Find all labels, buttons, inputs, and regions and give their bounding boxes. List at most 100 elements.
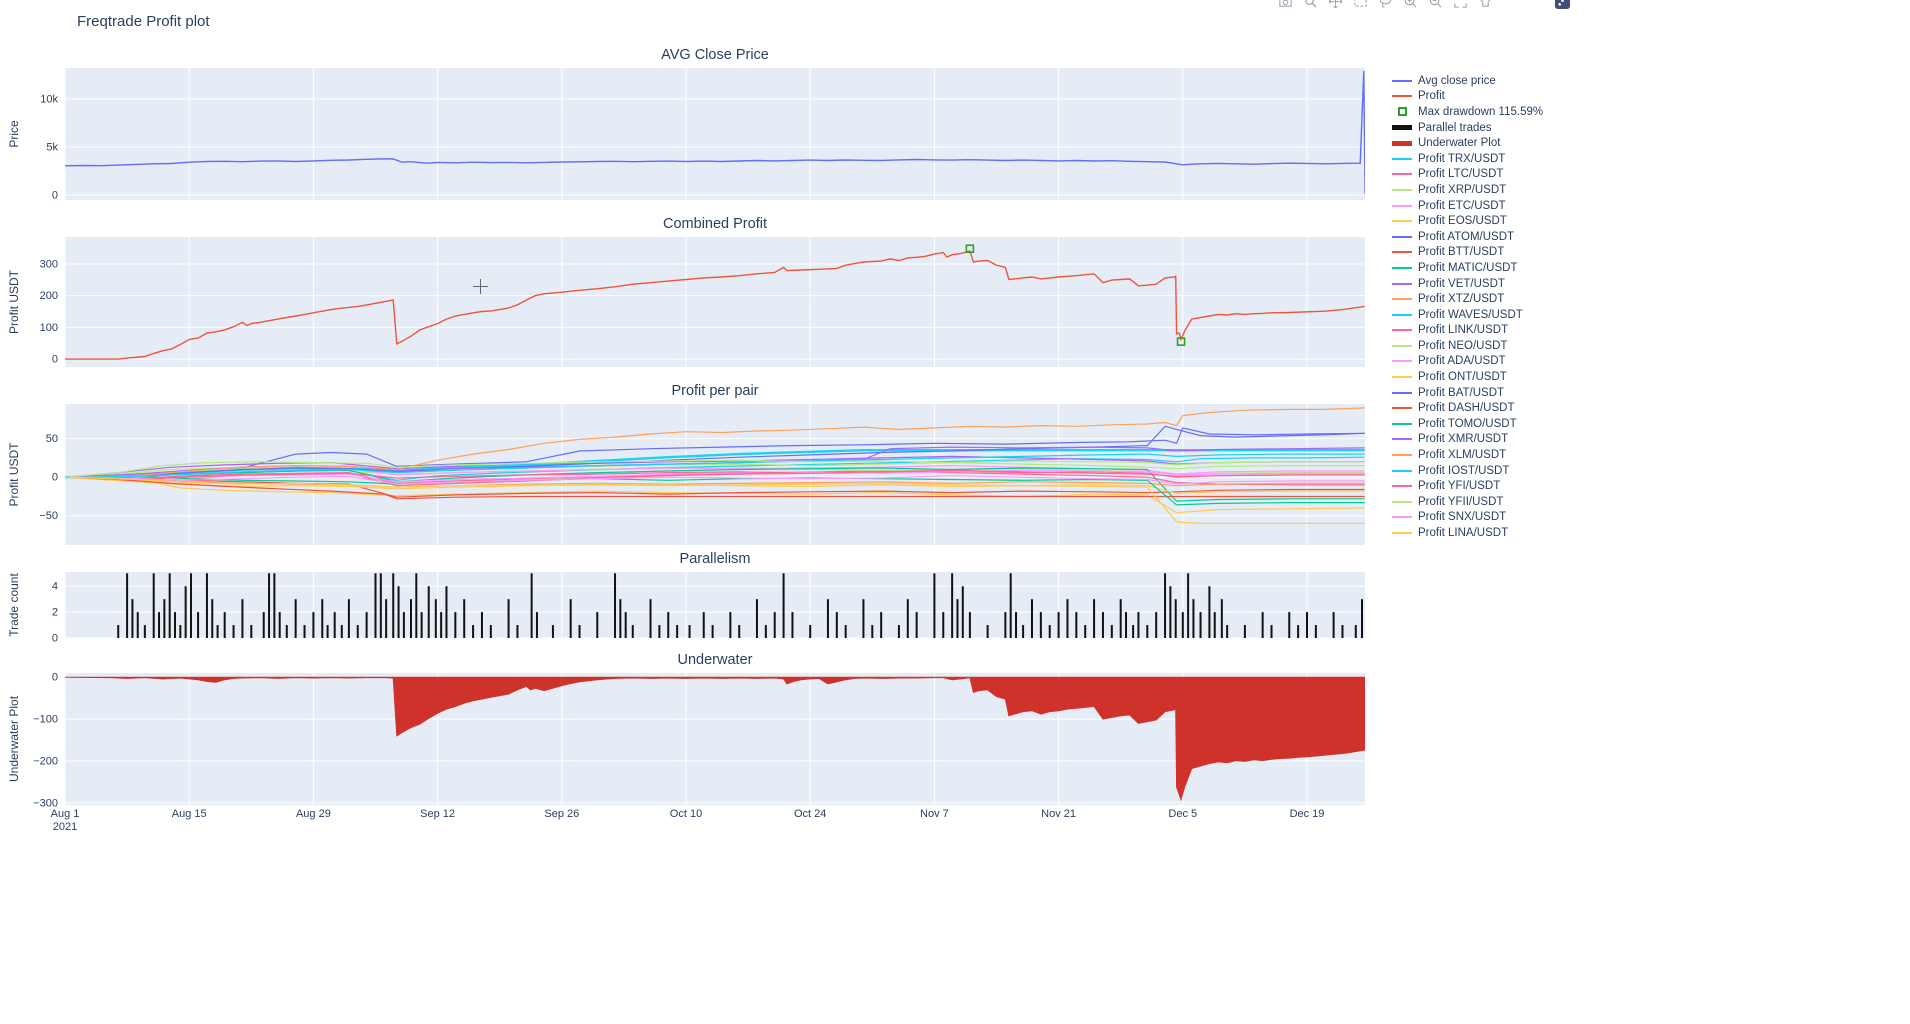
- legend-item-profit-snx-usdt[interactable]: Profit SNX/USDT: [1392, 510, 1543, 526]
- trade-count-bar[interactable]: [1101, 612, 1104, 638]
- legend-item-underwater-plot[interactable]: Underwater Plot: [1392, 135, 1543, 151]
- legend-item-profit-dash-usdt[interactable]: Profit DASH/USDT: [1392, 400, 1543, 416]
- series-profit-tomo-usdt[interactable]: [65, 475, 1365, 506]
- series-profit-ada-usdt[interactable]: [65, 469, 1365, 483]
- trade-count-bar[interactable]: [374, 573, 377, 638]
- series-profit-xlm-usdt[interactable]: [65, 407, 1365, 478]
- trade-count-bar[interactable]: [440, 612, 443, 638]
- trade-count-bar[interactable]: [454, 612, 457, 638]
- pan-icon[interactable]: [1328, 0, 1343, 9]
- trade-count-bar[interactable]: [791, 612, 794, 638]
- trade-count-bar[interactable]: [1164, 573, 1167, 638]
- trade-count-bar[interactable]: [472, 625, 475, 638]
- trade-count-bar[interactable]: [688, 625, 691, 638]
- trade-count-bar[interactable]: [738, 625, 741, 638]
- trade-count-bar[interactable]: [906, 599, 909, 638]
- legend-item-profit-neo-usdt[interactable]: Profit NEO/USDT: [1392, 338, 1543, 354]
- trade-count-bar[interactable]: [1057, 612, 1060, 638]
- series-profit[interactable]: [65, 250, 1365, 360]
- trade-count-bar[interactable]: [1022, 625, 1025, 638]
- trade-count-bar[interactable]: [463, 599, 466, 638]
- trade-count-bar[interactable]: [844, 625, 847, 638]
- trade-count-bar[interactable]: [427, 586, 430, 638]
- trade-count-bar[interactable]: [303, 625, 306, 638]
- trade-count-bar[interactable]: [951, 573, 954, 638]
- trade-count-bar[interactable]: [179, 625, 182, 638]
- trade-count-bar[interactable]: [278, 612, 281, 638]
- trade-count-bar[interactable]: [1009, 573, 1012, 638]
- trade-count-bar[interactable]: [729, 612, 732, 638]
- trade-count-bar[interactable]: [241, 599, 244, 638]
- trade-count-bar[interactable]: [402, 612, 405, 638]
- trade-count-bar[interactable]: [551, 625, 554, 638]
- trade-count-bar[interactable]: [415, 573, 418, 638]
- trade-count-bar[interactable]: [871, 625, 874, 638]
- trade-count-bar[interactable]: [1093, 599, 1096, 638]
- legend-item-profit-tomo-usdt[interactable]: Profit TOMO/USDT: [1392, 416, 1543, 432]
- series-profit-bat-usdt[interactable]: [65, 425, 1365, 478]
- trade-count-bar[interactable]: [232, 625, 235, 638]
- trade-count-bar[interactable]: [163, 599, 166, 638]
- trade-count-bar[interactable]: [326, 625, 329, 638]
- trade-count-bar[interactable]: [1332, 612, 1335, 638]
- trade-count-bar[interactable]: [569, 599, 572, 638]
- trade-count-bar[interactable]: [1137, 612, 1140, 638]
- trade-count-bar[interactable]: [596, 612, 599, 638]
- legend-item-profit-etc-usdt[interactable]: Profit ETC/USDT: [1392, 198, 1543, 214]
- trade-count-bar[interactable]: [294, 599, 297, 638]
- trade-count-bar[interactable]: [340, 625, 343, 638]
- trade-count-bar[interactable]: [835, 612, 838, 638]
- trade-count-bar[interactable]: [667, 612, 670, 638]
- trade-count-bar[interactable]: [117, 625, 120, 638]
- trade-count-bar[interactable]: [915, 612, 918, 638]
- trade-count-bar[interactable]: [968, 612, 971, 638]
- trade-count-bar[interactable]: [211, 599, 214, 638]
- trade-count-bar[interactable]: [184, 586, 187, 638]
- trade-count-bar[interactable]: [880, 612, 883, 638]
- trade-count-bar[interactable]: [1208, 586, 1211, 638]
- trade-count-bar[interactable]: [385, 599, 388, 638]
- trade-count-bar[interactable]: [126, 573, 129, 638]
- trade-count-bar[interactable]: [168, 573, 171, 638]
- legend-item-parallel-trades[interactable]: Parallel trades: [1392, 120, 1543, 136]
- trade-count-bar[interactable]: [365, 612, 368, 638]
- trade-count-bar[interactable]: [676, 625, 679, 638]
- legend-item-profit-waves-usdt[interactable]: Profit WAVES/USDT: [1392, 307, 1543, 323]
- zoom-out-icon[interactable]: [1428, 0, 1443, 9]
- trade-count-bar[interactable]: [420, 612, 423, 638]
- legend-item-max-drawdown-115-59[interactable]: Max drawdown 115.59%: [1392, 104, 1543, 120]
- legend-item-profit-xlm-usdt[interactable]: Profit XLM/USDT: [1392, 447, 1543, 463]
- series-profit-matic-usdt[interactable]: [65, 467, 1365, 502]
- legend-item-profit-xrp-usdt[interactable]: Profit XRP/USDT: [1392, 182, 1543, 198]
- legend-item-profit-trx-usdt[interactable]: Profit TRX/USDT: [1392, 151, 1543, 167]
- legend-item-avg-close-price[interactable]: Avg close price: [1392, 73, 1543, 89]
- trade-count-bar[interactable]: [809, 625, 812, 638]
- legend-item-profit-eos-usdt[interactable]: Profit EOS/USDT: [1392, 213, 1543, 229]
- series-profit-ltc-usdt[interactable]: [65, 470, 1365, 486]
- trade-count-bar[interactable]: [782, 573, 785, 638]
- camera-icon[interactable]: [1278, 0, 1293, 9]
- trade-count-bar[interactable]: [1132, 625, 1135, 638]
- trade-count-bar[interactable]: [250, 625, 253, 638]
- max-drawdown-marker[interactable]: [965, 244, 975, 254]
- trade-count-bar[interactable]: [1146, 625, 1149, 638]
- trade-count-bar[interactable]: [1066, 599, 1069, 638]
- trade-count-bar[interactable]: [986, 625, 989, 638]
- trade-count-bar[interactable]: [1226, 625, 1229, 638]
- series-profit-vet-usdt[interactable]: [65, 455, 1365, 478]
- trade-count-bar[interactable]: [530, 573, 533, 638]
- trade-count-bar[interactable]: [285, 625, 288, 638]
- trade-count-bar[interactable]: [1288, 612, 1291, 638]
- combined_profit-plot-area[interactable]: [65, 237, 1365, 367]
- trade-count-bar[interactable]: [268, 573, 271, 638]
- legend-item-profit-yfi-usdt[interactable]: Profit YFI/USDT: [1392, 478, 1543, 494]
- trade-count-bar[interactable]: [131, 599, 134, 638]
- trade-count-bar[interactable]: [619, 599, 622, 638]
- legend-item-profit-bat-usdt[interactable]: Profit BAT/USDT: [1392, 385, 1543, 401]
- trade-count-bar[interactable]: [409, 599, 412, 638]
- series-profit-yfi-usdt[interactable]: [65, 469, 1365, 479]
- legend-item-profit-matic-usdt[interactable]: Profit MATIC/USDT: [1392, 260, 1543, 276]
- trade-count-bar[interactable]: [273, 573, 276, 638]
- lasso-icon[interactable]: [1378, 0, 1393, 9]
